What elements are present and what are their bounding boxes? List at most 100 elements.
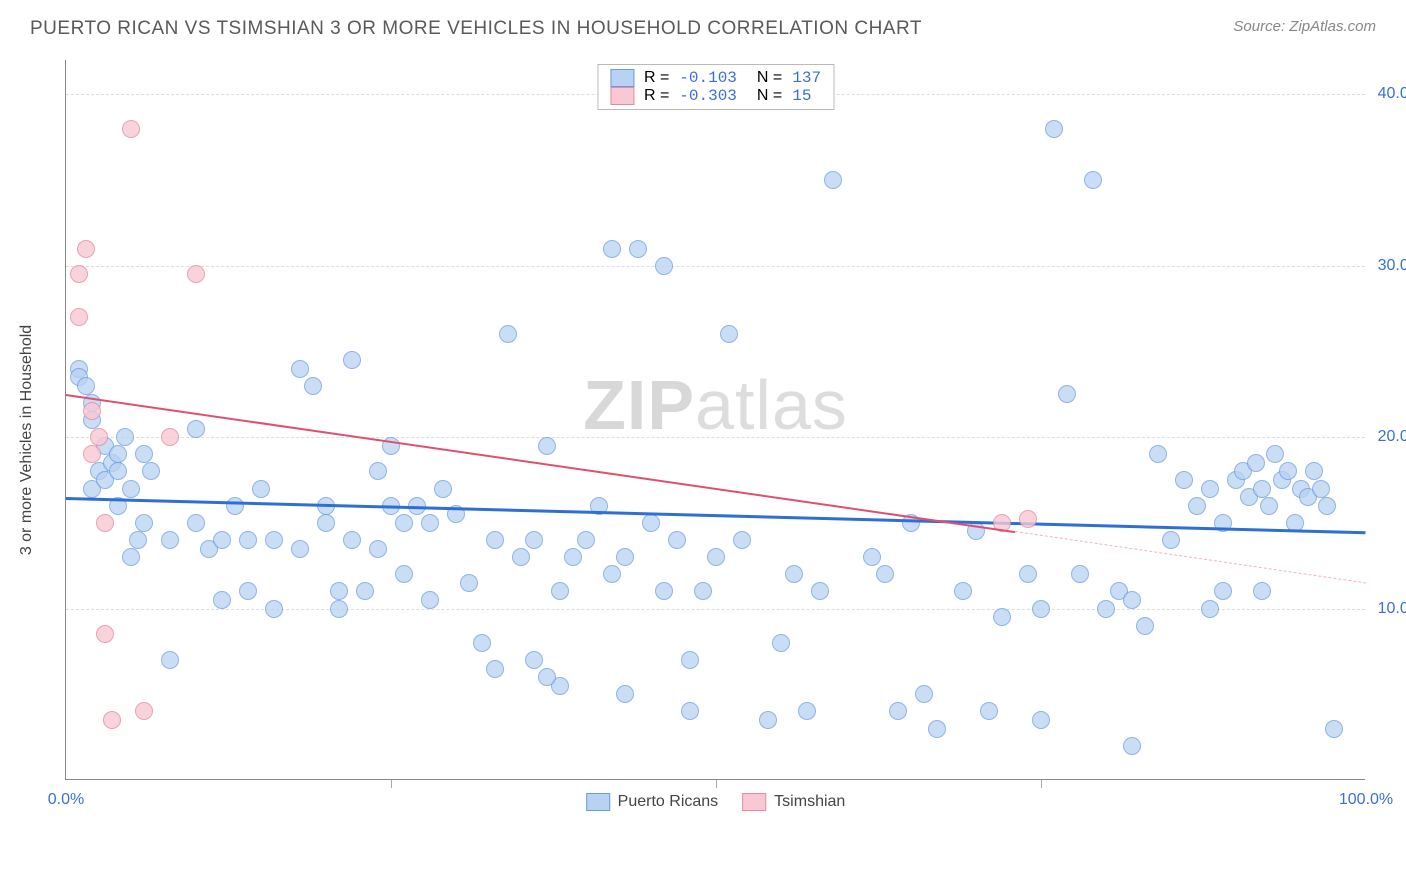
data-point bbox=[486, 531, 504, 549]
data-point bbox=[213, 591, 231, 609]
data-point bbox=[304, 377, 322, 395]
data-point bbox=[538, 437, 556, 455]
data-point bbox=[369, 462, 387, 480]
data-point bbox=[77, 240, 95, 258]
data-point bbox=[1266, 445, 1284, 463]
data-point bbox=[265, 600, 283, 618]
legend-row: R =-0.303N =15 bbox=[610, 87, 821, 105]
data-point bbox=[525, 651, 543, 669]
data-point bbox=[70, 265, 88, 283]
data-point bbox=[1279, 462, 1297, 480]
data-point bbox=[129, 531, 147, 549]
x-tick-label: 100.0% bbox=[1339, 791, 1393, 809]
data-point bbox=[655, 257, 673, 275]
data-point bbox=[239, 582, 257, 600]
data-point bbox=[1045, 120, 1063, 138]
data-point bbox=[239, 531, 257, 549]
data-point bbox=[876, 565, 894, 583]
data-point bbox=[1032, 600, 1050, 618]
data-point bbox=[1123, 591, 1141, 609]
data-point bbox=[564, 548, 582, 566]
data-point bbox=[434, 480, 452, 498]
data-point bbox=[1162, 531, 1180, 549]
data-point bbox=[291, 540, 309, 558]
data-point bbox=[824, 171, 842, 189]
data-point bbox=[161, 428, 179, 446]
data-point bbox=[77, 377, 95, 395]
data-point bbox=[655, 582, 673, 600]
legend-item: Tsimshian bbox=[742, 793, 845, 811]
gridline-h bbox=[66, 437, 1365, 438]
y-tick-label: 40.0% bbox=[1378, 85, 1406, 103]
data-point bbox=[421, 591, 439, 609]
data-point bbox=[772, 634, 790, 652]
data-point bbox=[161, 651, 179, 669]
data-point bbox=[512, 548, 530, 566]
data-point bbox=[980, 702, 998, 720]
data-point bbox=[1325, 720, 1343, 738]
data-point bbox=[759, 711, 777, 729]
data-point bbox=[395, 514, 413, 532]
watermark: ZIPatlas bbox=[583, 365, 848, 445]
data-point bbox=[551, 582, 569, 600]
data-point bbox=[135, 702, 153, 720]
trend-line bbox=[66, 497, 1366, 534]
trend-line bbox=[1015, 531, 1366, 583]
chart-title: PUERTO RICAN VS TSIMSHIAN 3 OR MORE VEHI… bbox=[30, 18, 922, 40]
data-point bbox=[681, 702, 699, 720]
data-point bbox=[187, 420, 205, 438]
data-point bbox=[993, 608, 1011, 626]
data-point bbox=[720, 325, 738, 343]
series-legend: Puerto Ricans Tsimshian bbox=[586, 793, 846, 811]
data-point bbox=[694, 582, 712, 600]
data-point bbox=[863, 548, 881, 566]
data-point bbox=[798, 702, 816, 720]
data-point bbox=[603, 565, 621, 583]
data-point bbox=[103, 711, 121, 729]
y-tick-label: 10.0% bbox=[1378, 600, 1406, 618]
data-point bbox=[1312, 480, 1330, 498]
data-point bbox=[733, 531, 751, 549]
data-point bbox=[603, 240, 621, 258]
data-point bbox=[707, 548, 725, 566]
data-point bbox=[577, 531, 595, 549]
data-point bbox=[928, 720, 946, 738]
plot-area: ZIPatlas R =-0.103N =137R =-0.303N =15 P… bbox=[65, 60, 1365, 780]
data-point bbox=[135, 445, 153, 463]
data-point bbox=[83, 402, 101, 420]
data-point bbox=[1247, 454, 1265, 472]
data-point bbox=[1201, 480, 1219, 498]
data-point bbox=[252, 480, 270, 498]
data-point bbox=[1260, 497, 1278, 515]
data-point bbox=[291, 360, 309, 378]
data-point bbox=[642, 514, 660, 532]
data-point bbox=[122, 120, 140, 138]
source-label: Source: ZipAtlas.com bbox=[1233, 18, 1376, 40]
data-point bbox=[122, 548, 140, 566]
data-point bbox=[70, 308, 88, 326]
data-point bbox=[1071, 565, 1089, 583]
data-point bbox=[1019, 565, 1037, 583]
data-point bbox=[629, 240, 647, 258]
source-link[interactable]: ZipAtlas.com bbox=[1289, 18, 1376, 35]
data-point bbox=[330, 600, 348, 618]
data-point bbox=[486, 660, 504, 678]
data-point bbox=[1084, 171, 1102, 189]
data-point bbox=[135, 514, 153, 532]
data-point bbox=[1305, 462, 1323, 480]
legend-item: Puerto Ricans bbox=[586, 793, 719, 811]
data-point bbox=[83, 445, 101, 463]
data-point bbox=[525, 531, 543, 549]
data-point bbox=[226, 497, 244, 515]
y-tick-label: 30.0% bbox=[1378, 257, 1406, 275]
x-tick-label: 0.0% bbox=[48, 791, 84, 809]
data-point bbox=[1253, 480, 1271, 498]
data-point bbox=[1201, 600, 1219, 618]
data-point bbox=[538, 668, 556, 686]
data-point bbox=[460, 574, 478, 592]
data-point bbox=[96, 514, 114, 532]
data-point bbox=[915, 685, 933, 703]
data-point bbox=[1188, 497, 1206, 515]
data-point bbox=[265, 531, 283, 549]
data-point bbox=[122, 480, 140, 498]
